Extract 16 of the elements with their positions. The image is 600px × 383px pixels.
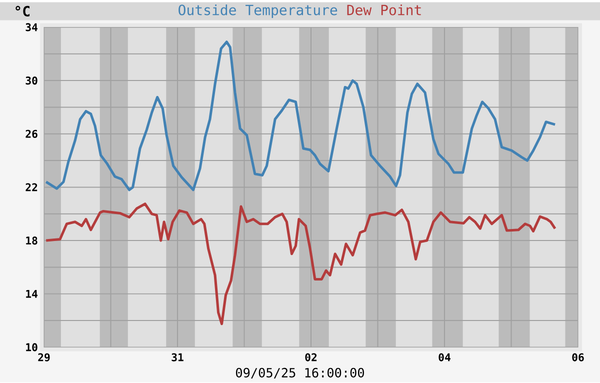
x-tick-label: 02 — [305, 353, 317, 362]
y-tick-label: 34 — [26, 23, 38, 32]
x-axis-title: 09/05/25 16:00:00 — [236, 368, 364, 379]
y-tick-label: 10 — [26, 343, 38, 352]
text: Outside Temperature — [178, 4, 338, 18]
x-tick-label: 29 — [38, 353, 50, 362]
x-tick-label: 04 — [438, 353, 450, 362]
y-tick-label: 18 — [26, 236, 38, 245]
y-axis-title: °C — [16, 6, 30, 17]
y-tick-label: 14 — [26, 290, 38, 298]
y-tick-label: 22 — [26, 183, 38, 192]
y-tick-label: 26 — [26, 130, 38, 138]
text: Dew Point — [347, 4, 421, 16]
x-tick-label: 31 — [172, 353, 184, 362]
y-tick-label: 30 — [26, 76, 38, 85]
x-tick-label: 06 — [572, 353, 584, 362]
